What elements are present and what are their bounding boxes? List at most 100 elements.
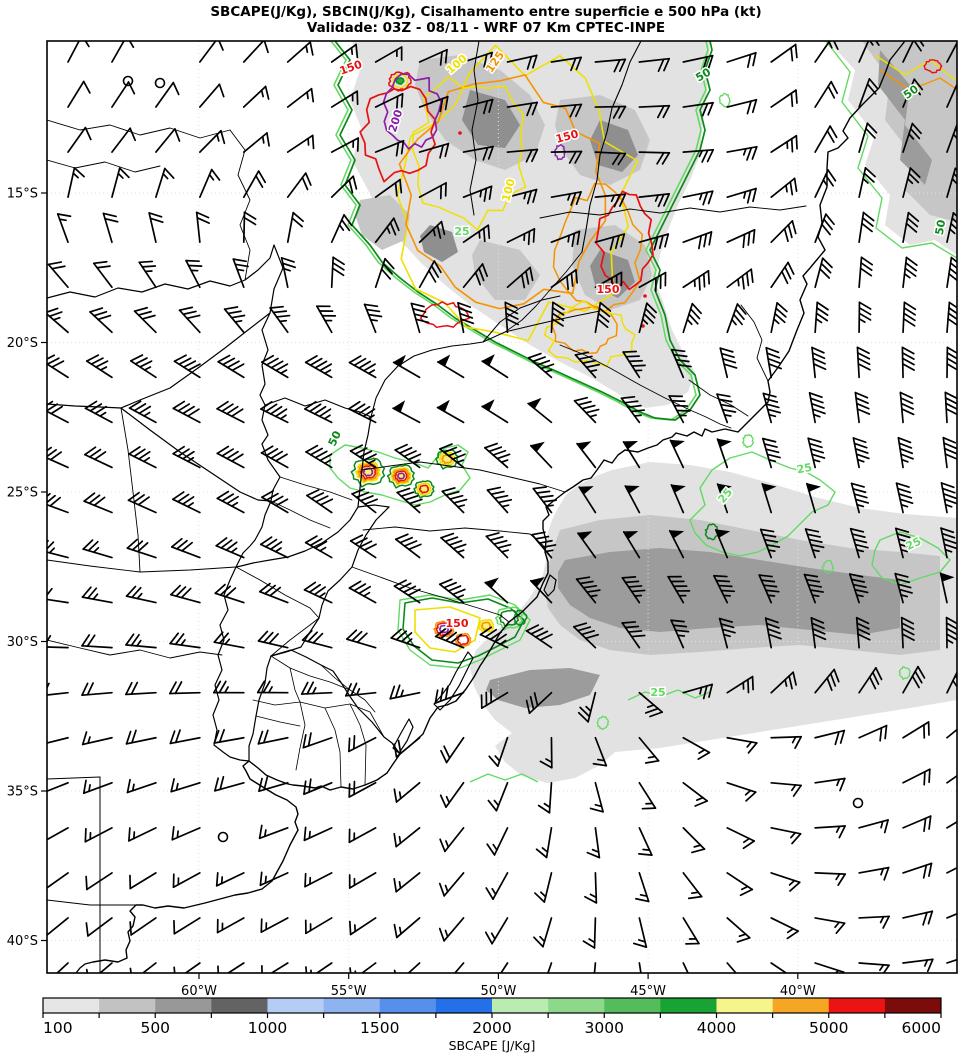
barb-full [439, 629, 452, 640]
barb-full [860, 261, 873, 272]
map-border-line [539, 205, 807, 219]
wind-barb [213, 728, 245, 744]
wind-barb [902, 256, 918, 289]
colorbar-tick-label: 2000 [472, 1019, 511, 1037]
barb-half [815, 317, 823, 324]
barb-full [670, 619, 685, 623]
barb-full [486, 486, 502, 491]
barb-half [588, 414, 597, 418]
wind-barb [670, 348, 692, 379]
barb-full [532, 54, 538, 69]
barb-full [443, 745, 451, 759]
barb-full [810, 617, 825, 624]
barb-full [858, 306, 872, 316]
barb-full [178, 357, 192, 366]
wind-barb [242, 170, 267, 198]
barb-full [313, 586, 327, 596]
barb-full [129, 967, 132, 973]
barb-full [364, 498, 378, 505]
barb-staff [946, 820, 957, 829]
wind-barb [47, 400, 69, 424]
wind-barb [682, 781, 709, 807]
barb-staff [946, 728, 957, 739]
barb-full [732, 313, 743, 326]
barb-full [257, 630, 269, 642]
contour-spot [418, 484, 430, 494]
barb-half [923, 959, 929, 967]
barb-full [415, 318, 430, 324]
barb-full [42, 877, 43, 890]
barb-full [540, 363, 555, 370]
wind-barb [621, 621, 646, 649]
barb-half [444, 884, 449, 893]
barb-half [494, 755, 501, 762]
barb-full [86, 634, 96, 647]
contour-150-speck [641, 324, 645, 328]
wind-barb [854, 391, 871, 424]
map-border-line [235, 566, 320, 619]
barb-full [551, 306, 565, 316]
map-border-line [543, 574, 557, 597]
barb-full [395, 630, 408, 641]
barb-full [657, 193, 665, 208]
barb-full [948, 273, 957, 282]
barb-full [304, 400, 317, 410]
barb-full [264, 538, 278, 548]
barb-full [407, 453, 422, 461]
barb-full [895, 482, 910, 488]
barb-full [628, 359, 643, 363]
barb-full [348, 920, 352, 936]
wind-barb [261, 354, 289, 379]
barb-full [717, 584, 733, 588]
barb-staff [47, 363, 69, 379]
colorbar-tick-label: 5000 [809, 1019, 848, 1037]
cape-shade-top-dark [590, 120, 638, 172]
wind-barb [719, 347, 738, 379]
barb-full [485, 532, 500, 538]
barb-full [489, 536, 504, 542]
wind-barb [439, 443, 466, 469]
barb-full [879, 726, 883, 742]
barb-full [176, 539, 188, 550]
barb-half [641, 318, 649, 325]
barb-pennant [576, 441, 592, 451]
barb-full [819, 268, 831, 279]
barb-full [577, 711, 589, 723]
barb-half [445, 795, 451, 804]
wind-barb [670, 484, 686, 514]
barb-full [308, 583, 322, 594]
colorbar-segment [884, 998, 942, 1013]
barb-full [641, 807, 657, 810]
barb-full [791, 220, 797, 235]
wind-barb [393, 917, 421, 939]
barb-full [348, 179, 354, 194]
wind-barb [814, 80, 839, 108]
barb-full [444, 142, 450, 158]
barb-full [527, 352, 542, 359]
colorbar-segment [828, 998, 886, 1013]
wind-barb [330, 175, 358, 198]
wind-barb [434, 685, 465, 704]
barb-full [854, 543, 869, 549]
barb-half [306, 91, 309, 100]
barb-full [453, 498, 468, 504]
map-border-line [504, 251, 583, 333]
barb-full [943, 442, 957, 450]
wind-barb [172, 872, 201, 889]
wind-barb [348, 400, 377, 424]
colorbar-tick-label: 4000 [697, 1019, 736, 1037]
barb-full [93, 310, 108, 317]
barb-full [449, 494, 464, 500]
wind-barb [506, 54, 538, 70]
barb-full [306, 489, 320, 497]
barb-full [493, 539, 508, 545]
barb-full [380, 268, 392, 280]
barb-full [172, 491, 185, 501]
barb-full [793, 177, 798, 193]
wind-barb [304, 355, 333, 379]
calm-wind-circle [154, 77, 166, 89]
barb-full [787, 261, 795, 276]
barb-full [185, 259, 200, 263]
barb-full [81, 586, 92, 598]
barb-full [56, 213, 72, 218]
